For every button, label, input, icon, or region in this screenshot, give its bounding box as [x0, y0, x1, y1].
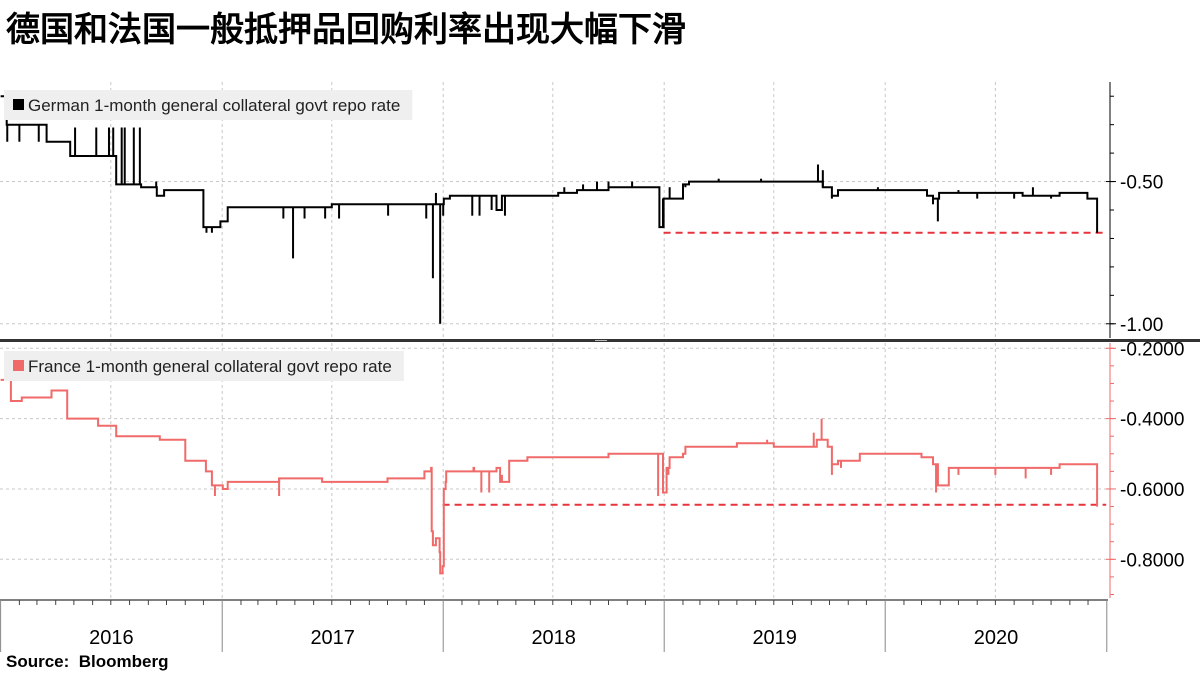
- y-tick-label: -0.50: [1120, 173, 1163, 194]
- legend-box: [4, 90, 413, 120]
- france-series-line: [0, 378, 1099, 575]
- german-grid: [0, 82, 1108, 338]
- france-panel: -0.2000 -0.4000 -0.6000 -0.8000 France 1-mon…: [0, 339, 1184, 598]
- legend-swatch: [13, 99, 24, 110]
- y-tick-label: -0.4000: [1120, 410, 1184, 431]
- source-name: Bloomberg: [78, 652, 169, 671]
- y-tick-label: -0.2000: [1120, 339, 1184, 360]
- x-tick-label: 2019: [752, 627, 797, 649]
- france-y-axis: -0.2000 -0.4000 -0.6000 -0.8000: [1106, 339, 1184, 598]
- france-legend: France 1-month general collateral govt r…: [4, 351, 404, 381]
- legend-swatch: [13, 360, 24, 371]
- german-y-axis: -0.50 -1.00: [1106, 82, 1163, 338]
- legend-box: [4, 351, 404, 381]
- german-spikes: [6, 124, 1053, 324]
- legend-label: France 1-month general collateral govt r…: [28, 357, 392, 376]
- page-title: 德国和法国一般抵押品回购利率出现大幅下滑: [6, 10, 686, 50]
- german-panel: -0.50 -1.00 German 1-month general collate…: [0, 82, 1163, 338]
- legend-label: German 1-month general collateral govt r…: [28, 96, 400, 115]
- x-axis: 2016 2017 2018 2019 2020: [0, 339, 1200, 652]
- y-tick-label: -1.00: [1120, 315, 1163, 336]
- france-grid: [0, 343, 1108, 598]
- source-note: Source: Bloomberg: [6, 652, 168, 672]
- x-tick-label: 2016: [89, 627, 134, 649]
- y-tick-label: -0.8000: [1120, 550, 1184, 571]
- german-series-line: [0, 95, 1099, 233]
- france-spikes: [213, 418, 1053, 496]
- source-label: Source:: [6, 652, 70, 671]
- y-tick-label: -0.6000: [1120, 480, 1184, 501]
- x-tick-label: 2020: [974, 627, 1019, 649]
- x-tick-label: 2018: [531, 627, 576, 649]
- x-tick-label: 2017: [310, 627, 355, 649]
- german-legend: German 1-month general collateral govt r…: [4, 90, 413, 120]
